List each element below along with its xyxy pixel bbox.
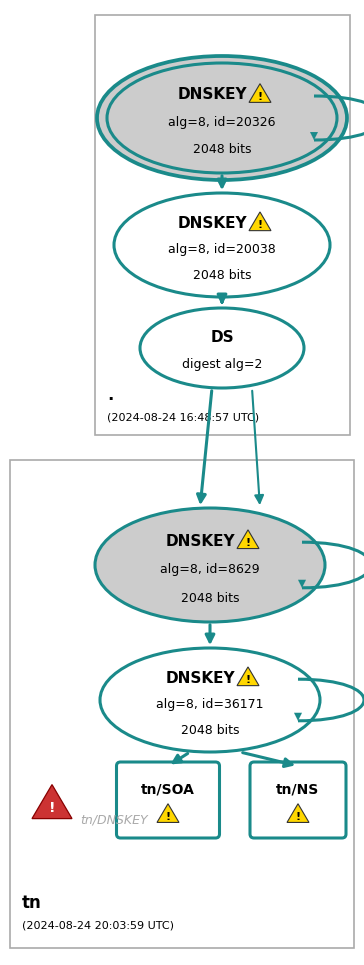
Polygon shape: [249, 84, 271, 102]
Polygon shape: [249, 212, 271, 231]
FancyBboxPatch shape: [250, 762, 346, 838]
Ellipse shape: [114, 193, 330, 297]
FancyBboxPatch shape: [116, 762, 219, 838]
Text: digest alg=2: digest alg=2: [182, 358, 262, 372]
Text: !: !: [257, 220, 262, 230]
Text: DNSKEY: DNSKEY: [177, 215, 247, 231]
Ellipse shape: [140, 308, 304, 388]
Ellipse shape: [107, 63, 337, 173]
Polygon shape: [157, 804, 179, 822]
Text: (2024-08-24 16:48:57 UTC): (2024-08-24 16:48:57 UTC): [107, 412, 259, 422]
Text: DNSKEY: DNSKEY: [177, 88, 247, 102]
Text: alg=8, id=36171: alg=8, id=36171: [156, 698, 264, 710]
Polygon shape: [237, 667, 259, 686]
Text: DNSKEY: DNSKEY: [165, 671, 235, 686]
Polygon shape: [32, 785, 72, 818]
Polygon shape: [287, 804, 309, 822]
Text: 2048 bits: 2048 bits: [181, 592, 239, 604]
Text: DS: DS: [210, 330, 234, 345]
Text: .: .: [107, 386, 113, 404]
Text: tn/NS: tn/NS: [276, 783, 320, 797]
Ellipse shape: [97, 56, 347, 180]
Text: alg=8, id=8629: alg=8, id=8629: [160, 563, 260, 576]
Text: !: !: [296, 812, 301, 822]
Text: tn: tn: [22, 894, 42, 912]
Polygon shape: [237, 530, 259, 548]
FancyBboxPatch shape: [10, 460, 354, 948]
FancyBboxPatch shape: [95, 15, 350, 435]
Text: !: !: [257, 92, 262, 101]
Text: !: !: [245, 538, 250, 548]
Text: alg=8, id=20326: alg=8, id=20326: [168, 116, 276, 129]
Text: (2024-08-24 20:03:59 UTC): (2024-08-24 20:03:59 UTC): [22, 921, 174, 931]
Text: !: !: [165, 812, 171, 822]
Text: !: !: [245, 676, 250, 685]
Text: 2048 bits: 2048 bits: [193, 144, 251, 156]
Text: 2048 bits: 2048 bits: [193, 268, 251, 282]
Text: !: !: [49, 801, 55, 815]
Text: alg=8, id=20038: alg=8, id=20038: [168, 242, 276, 256]
Text: 2048 bits: 2048 bits: [181, 724, 239, 736]
Text: tn/SOA: tn/SOA: [141, 783, 195, 797]
Ellipse shape: [100, 648, 320, 752]
Text: tn/DNSKEY: tn/DNSKEY: [80, 813, 148, 826]
Ellipse shape: [95, 508, 325, 622]
Text: DNSKEY: DNSKEY: [165, 534, 235, 548]
